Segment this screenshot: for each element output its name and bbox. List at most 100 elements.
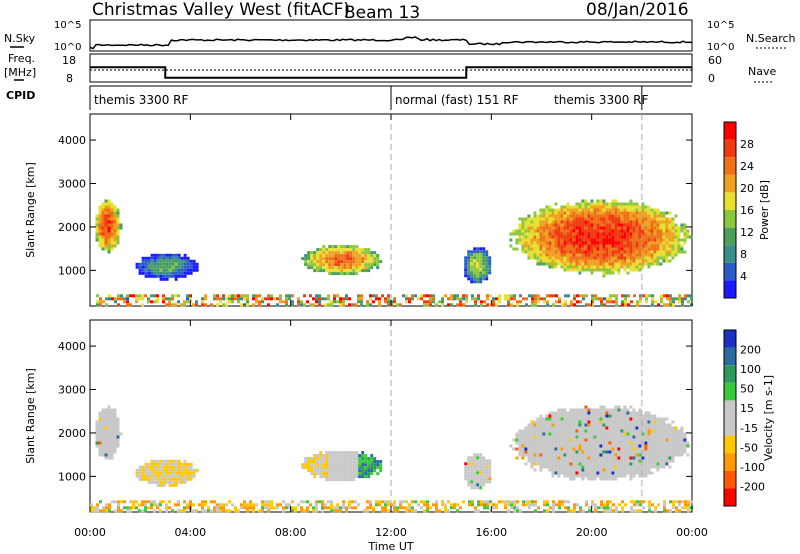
data-cell	[153, 500, 156, 504]
data-cell	[608, 229, 612, 233]
data-cell	[593, 268, 597, 272]
data-cell	[614, 253, 618, 257]
data-cell	[626, 253, 630, 257]
colorbar-swatch	[724, 192, 736, 210]
data-cell	[635, 468, 639, 472]
data-cell	[650, 453, 654, 457]
data-cell	[566, 429, 570, 433]
data-cell	[162, 274, 166, 278]
data-cell	[159, 480, 163, 484]
data-cell	[346, 472, 350, 476]
data-cell	[352, 254, 356, 258]
data-cell	[120, 294, 123, 298]
data-cell	[584, 253, 588, 257]
data-cell	[599, 435, 603, 439]
data-cell	[476, 456, 480, 460]
data-cell	[361, 266, 365, 270]
data-cell	[545, 432, 549, 436]
data-cell	[635, 247, 639, 251]
data-cell	[304, 254, 308, 258]
data-cell	[575, 202, 579, 206]
data-cell	[605, 453, 609, 457]
data-cell	[653, 211, 657, 215]
data-cell	[578, 417, 582, 421]
data-cell	[352, 457, 356, 461]
data-cell	[623, 465, 627, 469]
data-cell	[536, 447, 540, 451]
data-cell	[476, 465, 480, 469]
data-cell	[548, 444, 552, 448]
nsky-strip-frame	[89, 19, 693, 52]
power-y-axis-label: Slant Range [km]	[24, 162, 37, 258]
data-cell	[246, 297, 249, 301]
data-cell	[659, 456, 663, 460]
data-cell	[183, 465, 187, 469]
data-cell	[168, 506, 171, 510]
data-cell	[605, 420, 609, 424]
data-cell	[560, 214, 564, 218]
data-cell	[147, 297, 150, 301]
data-cell	[465, 294, 468, 298]
data-cell	[609, 297, 612, 301]
data-cell	[267, 503, 270, 507]
data-cell	[653, 250, 657, 254]
data-cell	[119, 226, 123, 230]
data-cell	[599, 468, 603, 472]
data-cell	[575, 250, 579, 254]
data-cell	[621, 294, 624, 298]
data-cell	[641, 244, 645, 248]
data-cell	[183, 459, 187, 463]
data-cell	[510, 294, 513, 298]
data-cell	[641, 438, 645, 442]
data-cell	[300, 509, 303, 513]
data-cell	[617, 474, 621, 478]
data-cell	[648, 294, 651, 298]
data-cell	[340, 463, 344, 467]
data-cell	[584, 438, 588, 442]
data-cell	[581, 429, 585, 433]
data-cell	[113, 217, 117, 221]
data-cell	[476, 462, 480, 466]
data-cell	[602, 441, 606, 445]
data-cell	[361, 254, 365, 258]
data-cell	[249, 506, 252, 510]
data-cell	[587, 262, 591, 266]
data-cell	[611, 253, 615, 257]
data-cell	[546, 300, 549, 304]
data-cell	[623, 208, 627, 212]
data-cell	[677, 229, 681, 233]
data-cell	[107, 205, 111, 209]
data-cell	[183, 265, 187, 269]
data-cell	[587, 474, 591, 478]
data-cell	[590, 438, 594, 442]
data-cell	[572, 411, 576, 415]
data-cell	[90, 503, 93, 507]
data-cell	[369, 297, 372, 301]
data-cell	[656, 450, 660, 454]
data-cell	[352, 266, 356, 270]
data-cell	[569, 232, 573, 236]
data-cell	[141, 256, 145, 260]
data-cell	[141, 465, 145, 469]
data-cell	[174, 474, 178, 478]
data-cell	[662, 450, 666, 454]
data-cell	[539, 208, 543, 212]
data-cell	[351, 303, 354, 307]
data-cell	[349, 472, 353, 476]
data-cell	[554, 241, 558, 245]
data-cell	[527, 456, 531, 460]
data-cell	[279, 300, 282, 304]
data-cell	[563, 420, 567, 424]
data-cell	[557, 444, 561, 448]
data-cell	[644, 435, 648, 439]
data-cell	[641, 226, 645, 230]
data-cell	[608, 268, 612, 272]
data-cell	[456, 294, 459, 298]
data-cell	[545, 435, 549, 439]
data-cell	[168, 303, 171, 307]
data-cell	[644, 241, 648, 245]
data-cell	[599, 229, 603, 233]
data-cell	[101, 244, 105, 248]
data-cell	[641, 447, 645, 451]
data-cell	[641, 462, 645, 466]
